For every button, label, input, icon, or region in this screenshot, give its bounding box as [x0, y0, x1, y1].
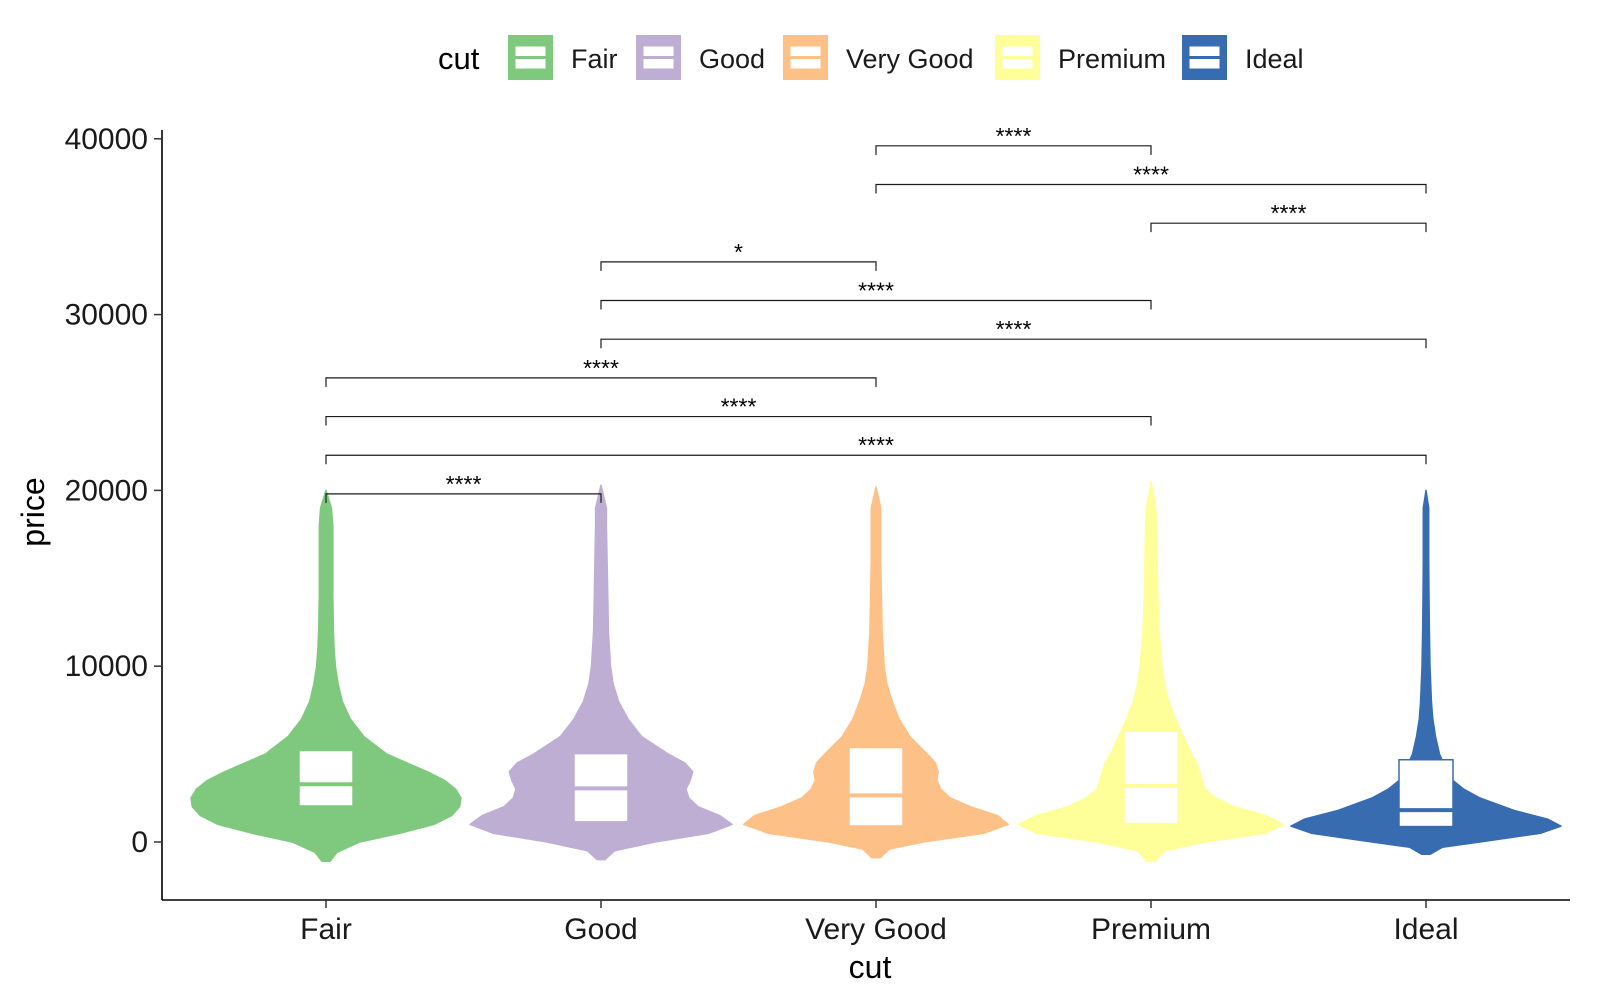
comparison-good-vs-very-good: *	[600, 239, 877, 271]
comparison-bracket	[325, 493, 602, 503]
x-tick-label: Good	[564, 913, 637, 946]
comparison-good-vs-ideal: ****	[600, 316, 1427, 349]
violin-very-good	[742, 486, 1010, 859]
axes: 0 10000 20000 30000 40000 Fair Good Very Good Pr…	[65, 123, 1570, 946]
y-tick-label: 20000	[65, 474, 148, 507]
comparison-fair-vs-premium: ****	[325, 394, 1152, 426]
violin-good	[469, 484, 733, 861]
comparison-fair-vs-good: ****	[325, 471, 602, 503]
comparison-bracket	[600, 261, 877, 271]
significance-label: ****	[446, 471, 482, 497]
comparison-bracket	[875, 145, 1152, 155]
y-tick-label: 40000	[65, 123, 148, 156]
violin-group-good	[469, 484, 733, 861]
legend-label-good: Good	[699, 44, 765, 74]
comparison-fair-vs-ideal: ****	[325, 432, 1427, 465]
legend-label-ideal: Ideal	[1245, 44, 1304, 74]
legend-entry-ideal: Ideal	[1182, 35, 1304, 80]
significance-label: ****	[858, 278, 894, 304]
significance-label: ****	[996, 123, 1032, 149]
comparison-bracket	[600, 299, 1152, 310]
legend-entry-very-good: Very Good	[783, 35, 974, 80]
violin-group-premium	[1017, 480, 1285, 863]
box-fair	[298, 749, 354, 807]
x-tick-label: Premium	[1091, 913, 1211, 946]
comparison-bracket	[600, 338, 1427, 349]
legend-entry-premium: Premium	[995, 35, 1166, 80]
violin-group-fair	[190, 489, 462, 863]
significance-label: ****	[1133, 161, 1169, 187]
significance-label: *	[734, 239, 743, 265]
x-axis-title: cut	[849, 949, 892, 985]
plot-area: *************************************	[190, 123, 1562, 863]
comparison-bracket	[875, 183, 1427, 194]
comparison-bracket	[325, 454, 1427, 465]
comparison-bracket	[325, 415, 1152, 426]
y-tick-label: 10000	[65, 650, 148, 683]
x-tick-label: Fair	[300, 913, 352, 946]
legend-label-very-good: Very Good	[846, 44, 974, 74]
legend-entry-fair: Fair	[508, 35, 618, 80]
legend-entry-good: Good	[636, 35, 765, 80]
comparison-very-good-vs-ideal: ****	[875, 161, 1427, 194]
violin-ideal	[1290, 489, 1562, 856]
y-axis-title: price	[15, 477, 51, 546]
legend-title: cut	[438, 41, 480, 76]
significance-label: ****	[1271, 200, 1307, 226]
violin-fair	[190, 489, 462, 863]
y-tick-label: 0	[131, 826, 148, 859]
box-very-good	[848, 746, 904, 827]
significance-label: ****	[583, 355, 619, 381]
box-ideal	[1398, 758, 1454, 828]
comparison-fair-vs-very-good: ****	[325, 355, 877, 387]
significance-label: ****	[996, 316, 1032, 342]
significance-label: ****	[858, 432, 894, 458]
comparison-bracket	[1150, 222, 1427, 233]
legend: cut Fair Good Very Good Premium Ideal	[438, 35, 1304, 80]
x-tick-label: Very Good	[805, 913, 947, 946]
comparison-very-good-vs-premium: ****	[875, 123, 1152, 155]
comparison-premium-vs-ideal: ****	[1150, 200, 1427, 233]
x-tick-label: Ideal	[1393, 913, 1458, 946]
comparison-good-vs-premium: ****	[600, 278, 1152, 310]
significance-label: ****	[721, 394, 757, 420]
violin-premium	[1017, 480, 1285, 863]
legend-label-premium: Premium	[1058, 44, 1166, 74]
violin-group-very-good	[742, 486, 1010, 859]
y-tick-label: 30000	[65, 299, 148, 332]
comparison-bracket	[325, 377, 877, 387]
box-premium	[1123, 730, 1179, 825]
legend-label-fair: Fair	[571, 44, 618, 74]
violin-group-ideal	[1290, 489, 1562, 856]
